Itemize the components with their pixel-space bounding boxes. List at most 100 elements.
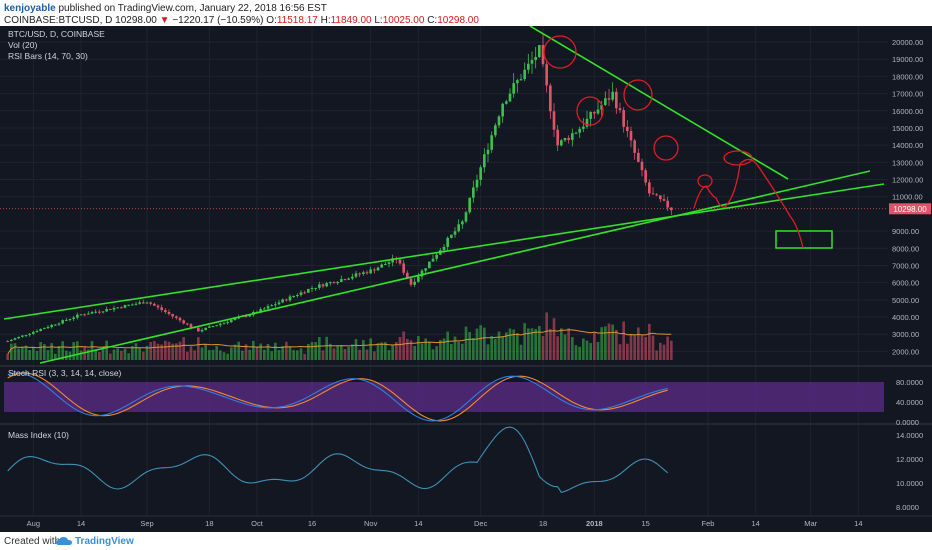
candle-body-99 [369,269,372,274]
candle-body-52 [197,327,200,332]
candle-body-23 [90,312,94,314]
chart-header: kenjoyable published on TradingView.com,… [0,0,932,28]
volume-bar-152 [563,334,567,360]
candle-body-16 [65,319,68,321]
volume-bar-108 [402,331,405,360]
annotation-circle-peak[interactable] [543,35,577,69]
publish-info: published on TradingView.com, January 22… [58,3,327,14]
volume-bar-178 [659,342,662,360]
annotation-projection-path[interactable] [693,158,804,249]
volume-bar-53 [200,347,204,360]
candle-body-166 [615,91,618,109]
volume-bar-180 [666,336,669,360]
candle-body-109 [406,272,409,279]
candle-body-73 [274,304,277,306]
candle-body-149 [552,111,556,130]
volume-bar-127 [472,338,475,360]
volume-ma-line [7,329,672,355]
volume-bar-124 [461,343,464,360]
volume-bar-67 [252,340,255,360]
support-trendline-lower[interactable] [39,170,871,364]
stoch-tick-0: 80.0000 [896,378,923,387]
candle-body-169 [626,126,629,132]
mass-title: Mass Index (10) [8,430,69,440]
price-axis[interactable] [888,26,932,510]
symbol-label: COINBASE:BTCUSD, D [4,15,113,26]
support-trendline-upper[interactable] [3,183,885,320]
author-link[interactable]: kenjoyable [4,3,56,14]
volume-bar-92 [343,348,347,360]
volume-bar-120 [446,331,449,360]
volume-bar-121 [450,343,453,360]
candle-body-78 [292,295,295,297]
high-label: H: [320,15,331,26]
candle-body-75 [281,299,284,303]
candle-body-61 [230,320,233,323]
annotation-circle-4[interactable] [653,135,679,161]
chart-canvas[interactable]: 20000.00 19000.00 18000.00 17000.00 16000.00… [0,26,932,532]
volume-bar-62 [233,344,237,360]
candle-body-95 [354,273,358,277]
candle-body-79 [296,295,299,297]
last-price-tag-label: 10298.00 [893,205,927,214]
volume-bar-167 [618,344,622,360]
volume-bar-25 [98,352,101,360]
volume-bar-159 [589,343,592,360]
stoch-d-line [7,372,668,422]
candle-body-3 [17,336,20,339]
tradingview-brand[interactable]: TradingView [75,536,134,547]
volume-bar-11 [46,350,50,360]
price-tick-7: 13000.00 [892,158,923,167]
time-axis[interactable]: Aug 14 Sep 18 Oct 16 Nov 14 Dec 18 2018 15 Feb 14 Mar 1… [27,519,863,528]
candle-body-55 [208,326,211,328]
annotation-drawings[interactable] [543,35,804,249]
candle-body-122 [453,231,457,235]
candle-body-70 [263,308,266,310]
volume-bar-49 [186,351,189,360]
candle-body-57 [215,325,218,327]
price-tick-2: 18000.00 [892,72,923,81]
candle-body-56 [211,326,215,328]
volume-bar-100 [373,351,376,360]
candle-body-124 [461,221,464,225]
annotation-circle-6[interactable] [723,150,753,166]
candle-body-33 [127,304,130,306]
stoch-k-line [7,372,668,422]
volume-bar-21 [83,347,86,360]
candle-body-38 [145,302,149,304]
candle-body-116 [431,258,435,262]
target-box[interactable] [775,230,833,249]
candle-body-12 [50,324,53,327]
candle-body-126 [468,197,471,213]
volume-bar-83 [310,342,314,360]
last-price: 10298.00 [115,15,157,26]
mass-tick-3: 8.0000 [896,503,919,512]
candle-body-62 [233,318,237,321]
volume-bar-39 [149,342,152,360]
volume-bar-129 [479,325,482,360]
volume-bar-85 [318,336,321,360]
volume-bar-55 [208,350,211,360]
candle-body-162 [600,104,603,110]
resistance-trendline[interactable] [529,26,789,180]
candle-body-81 [303,292,306,294]
close-label: C: [427,15,438,26]
stoch-band-fill [4,382,884,412]
candle-body-13 [54,324,57,326]
candle-body-103 [384,263,387,265]
candle-body-21 [83,314,86,316]
volume-bar-143 [530,328,534,360]
candle-body-86 [321,284,325,287]
mass-index-line [7,426,669,494]
mass-tick-2: 10.0000 [896,479,923,488]
candle-body-76 [285,299,288,301]
volume-bar-48 [182,337,185,360]
footer: Created with TradingView [0,532,932,550]
annotation-circle-3[interactable] [623,79,653,111]
created-with-label: Created with [4,536,61,547]
candle-body-119 [442,246,446,251]
candle-body-164 [607,98,611,100]
volume-bar-165 [611,324,614,360]
annotation-circle-2[interactable] [576,96,604,126]
volume-bar-154 [571,337,574,360]
